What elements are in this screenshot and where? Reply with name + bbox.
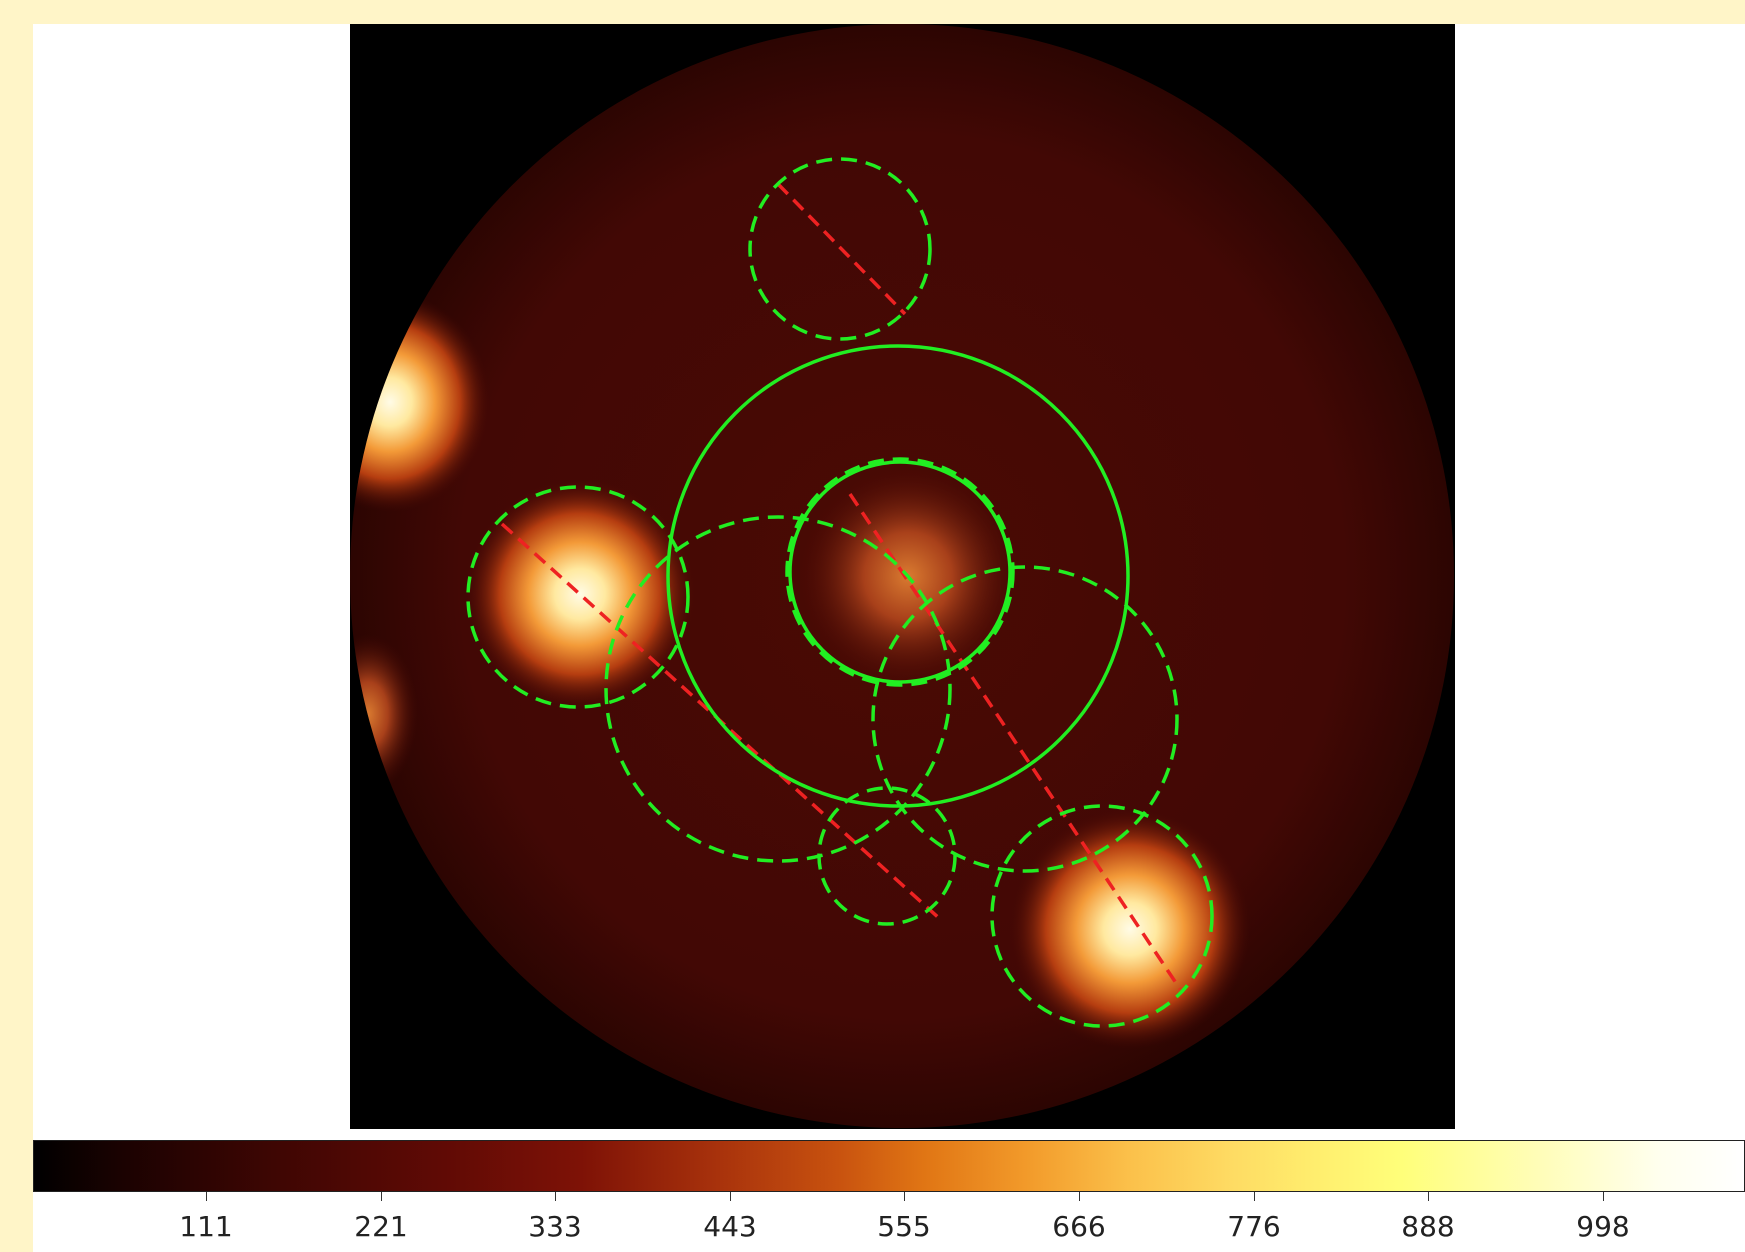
bright-source-bottom (1010, 809, 1250, 1049)
region-center-source-outer[interactable] (785, 457, 1015, 687)
colorbar-tick-label: 111 (179, 1210, 233, 1243)
dashed-regions (466, 157, 1214, 1028)
colorbar-tick-mark (904, 1192, 905, 1201)
colorbar-tick-label: 333 (528, 1210, 582, 1243)
colorbar-tick-label: 776 (1227, 1210, 1281, 1243)
bright-source-edge (350, 292, 490, 512)
bright-source-left (465, 479, 695, 709)
image-viewer-panel: 111 221 333 443 555 666 776 888 998 (33, 24, 1745, 1252)
region-right-large[interactable] (871, 565, 1179, 873)
region-left-source[interactable] (466, 485, 690, 709)
colorbar-tick-mark (1603, 1192, 1604, 1201)
colorbar-tick-mark (1254, 1192, 1255, 1201)
colorbar-tick-label: 221 (354, 1210, 408, 1243)
colorbar-tick-label: 443 (703, 1210, 757, 1243)
heatmap-image[interactable] (350, 24, 1455, 1129)
colorbar-tick-mark (1428, 1192, 1429, 1201)
colorbar-tick-mark (381, 1192, 382, 1201)
colorbar[interactable] (33, 1140, 1745, 1192)
colorbar-tick-label: 555 (877, 1210, 931, 1243)
region-top[interactable] (748, 157, 932, 341)
projection-line-right[interactable] (848, 493, 1182, 990)
faint-source-edge (350, 634, 418, 794)
colorbar-tick-label: 666 (1052, 1210, 1106, 1243)
solid-regions (666, 344, 1130, 808)
region-center-source-inner[interactable] (788, 460, 1012, 684)
region-center-large[interactable] (604, 515, 952, 863)
region-outer-ring[interactable] (666, 344, 1130, 808)
colorbar-tick-mark (206, 1192, 207, 1201)
colorbar-tick-label: 998 (1576, 1210, 1630, 1243)
region-bottom-source[interactable] (990, 804, 1214, 1028)
colorbar-tick-mark (1079, 1192, 1080, 1201)
projection-line-top[interactable] (776, 182, 907, 316)
colorbar-axis: 111 221 333 443 555 666 776 888 998 (33, 1192, 1745, 1252)
colorbar-tick-mark (555, 1192, 556, 1201)
region-bottom-small[interactable] (817, 786, 957, 926)
image-display-frame[interactable] (350, 24, 1455, 1129)
colorbar-tick-label: 888 (1401, 1210, 1455, 1243)
colorbar-tick-mark (730, 1192, 731, 1201)
